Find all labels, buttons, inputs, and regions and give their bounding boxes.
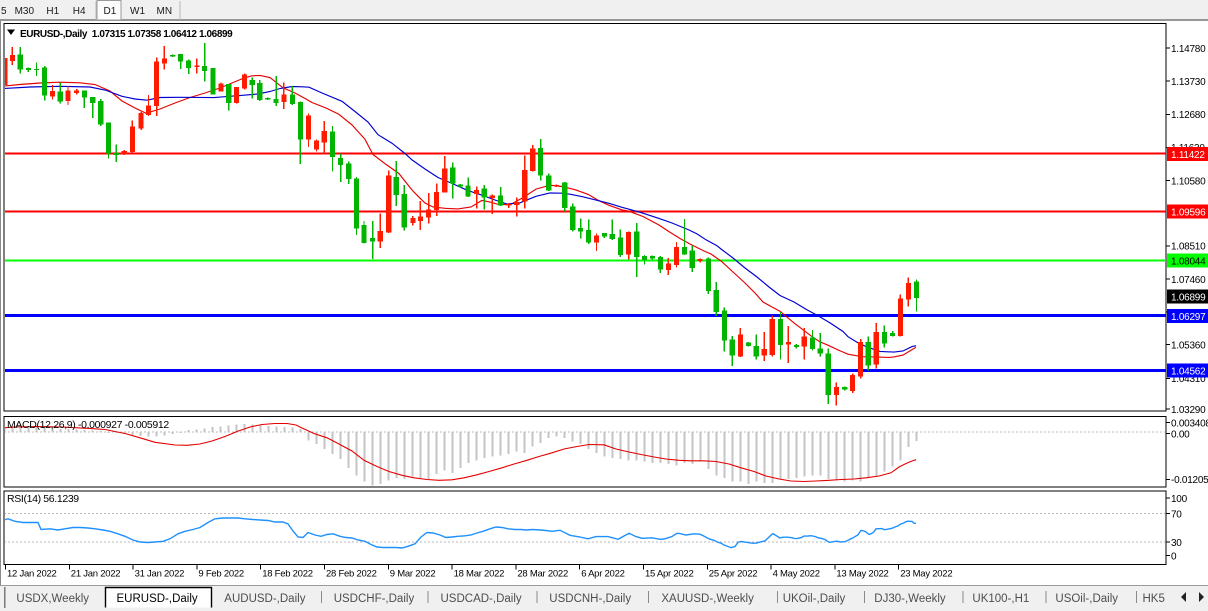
svg-text:6 Apr 2022: 6 Apr 2022 bbox=[581, 569, 624, 580]
svg-text:1.06297: 1.06297 bbox=[1171, 312, 1206, 323]
svg-text:1.11422: 1.11422 bbox=[1171, 150, 1205, 161]
svg-text:MN: MN bbox=[157, 6, 173, 17]
svg-text:UK100-,H1: UK100-,H1 bbox=[972, 593, 1029, 605]
svg-text:100: 100 bbox=[1171, 494, 1188, 505]
svg-text:H4: H4 bbox=[73, 6, 86, 17]
svg-text:1.12680: 1.12680 bbox=[1171, 110, 1206, 121]
svg-text:31 Jan 2022: 31 Jan 2022 bbox=[135, 569, 185, 580]
svg-text:EURUSD-,Daily: EURUSD-,Daily bbox=[117, 593, 198, 605]
svg-text:12 Jan 2022: 12 Jan 2022 bbox=[7, 569, 57, 580]
svg-text:USDCHF-,Daily: USDCHF-,Daily bbox=[334, 593, 415, 605]
svg-text:15 Apr 2022: 15 Apr 2022 bbox=[645, 569, 694, 580]
svg-text:9 Mar 2022: 9 Mar 2022 bbox=[390, 569, 436, 580]
svg-text:USOil-,Daily: USOil-,Daily bbox=[1055, 593, 1118, 605]
svg-text:D1: D1 bbox=[104, 6, 117, 17]
svg-text:28 Feb 2022: 28 Feb 2022 bbox=[326, 569, 377, 580]
svg-text:1.07460: 1.07460 bbox=[1171, 275, 1206, 286]
svg-text:0: 0 bbox=[1171, 551, 1177, 562]
svg-text:1.13730: 1.13730 bbox=[1171, 77, 1206, 88]
svg-text:13 May 2022: 13 May 2022 bbox=[836, 569, 888, 580]
svg-text:1.06899: 1.06899 bbox=[1171, 293, 1206, 304]
svg-text:DJ30-,Weekly: DJ30-,Weekly bbox=[874, 593, 946, 605]
svg-text:AUDUSD-,Daily: AUDUSD-,Daily bbox=[224, 593, 305, 605]
svg-text:USDCNH-,Daily: USDCNH-,Daily bbox=[549, 593, 631, 605]
svg-text:1.04562: 1.04562 bbox=[1171, 366, 1206, 377]
svg-text:USDCAD-,Daily: USDCAD-,Daily bbox=[441, 593, 522, 605]
svg-text:9 Feb 2022: 9 Feb 2022 bbox=[198, 569, 244, 580]
svg-text:USDX,Weekly: USDX,Weekly bbox=[16, 593, 89, 605]
svg-text:H1: H1 bbox=[46, 6, 59, 17]
svg-text:25 Apr 2022: 25 Apr 2022 bbox=[709, 569, 758, 580]
svg-text:23 May 2022: 23 May 2022 bbox=[900, 569, 952, 580]
svg-text:4 May 2022: 4 May 2022 bbox=[773, 569, 820, 580]
svg-text:1.09596: 1.09596 bbox=[1171, 207, 1206, 218]
svg-text:1.03290: 1.03290 bbox=[1171, 405, 1206, 416]
svg-text:XAUUSD-,Weekly: XAUUSD-,Weekly bbox=[661, 593, 754, 605]
svg-text:M30: M30 bbox=[15, 6, 35, 17]
svg-text:21 Jan 2022: 21 Jan 2022 bbox=[71, 569, 121, 580]
svg-text:HK5: HK5 bbox=[1143, 593, 1165, 605]
svg-text:0.00: 0.00 bbox=[1171, 429, 1190, 440]
svg-text:-0.012058: -0.012058 bbox=[1171, 475, 1208, 486]
svg-text:1.05360: 1.05360 bbox=[1171, 340, 1206, 351]
svg-text:0.003408: 0.003408 bbox=[1171, 418, 1208, 429]
svg-text:18 Feb 2022: 18 Feb 2022 bbox=[262, 569, 313, 580]
svg-text:UKOil-,Daily: UKOil-,Daily bbox=[783, 593, 846, 605]
svg-text:28 Mar 2022: 28 Mar 2022 bbox=[517, 569, 568, 580]
svg-text:1.08044: 1.08044 bbox=[1171, 257, 1206, 268]
svg-text:30: 30 bbox=[1171, 538, 1182, 549]
svg-text:1.04310: 1.04310 bbox=[1171, 374, 1206, 385]
svg-text:1.08510: 1.08510 bbox=[1171, 242, 1206, 253]
svg-text:1.10580: 1.10580 bbox=[1171, 176, 1206, 187]
svg-text:18 Mar 2022: 18 Mar 2022 bbox=[454, 569, 505, 580]
svg-text:RSI(14) 56.1239: RSI(14) 56.1239 bbox=[7, 493, 79, 505]
svg-text:5: 5 bbox=[1, 6, 7, 17]
svg-text:1.14780: 1.14780 bbox=[1171, 44, 1206, 55]
svg-text:W1: W1 bbox=[130, 6, 145, 17]
svg-text:EURUSD-,Daily 1.07315 1.07358: EURUSD-,Daily 1.07315 1.07358 1.06412 1.… bbox=[20, 29, 233, 40]
svg-text:70: 70 bbox=[1171, 509, 1182, 520]
svg-text:MACD(12,26,9) -0.000927 -0.005: MACD(12,26,9) -0.000927 -0.005912 bbox=[7, 419, 169, 431]
